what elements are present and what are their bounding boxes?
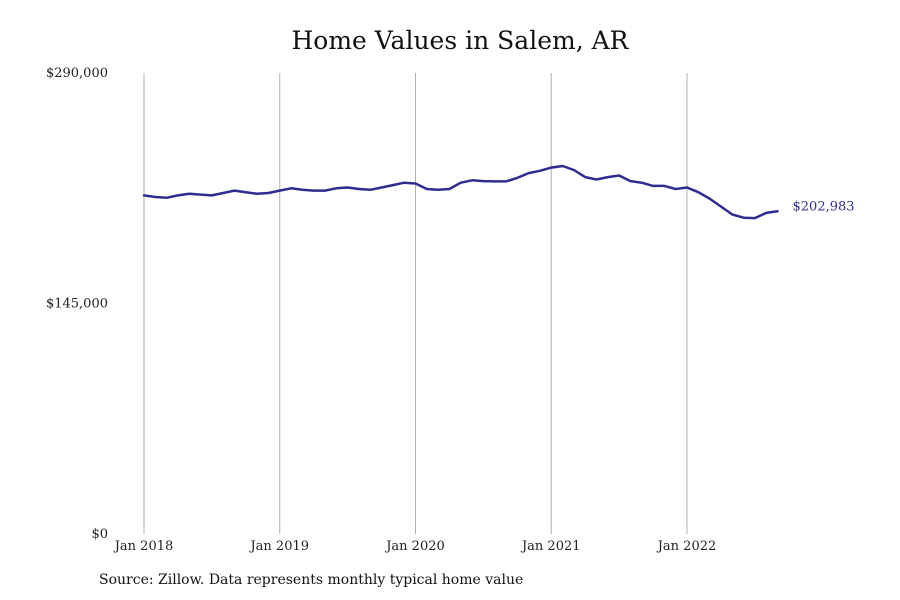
y-tick-label: $145,000: [46, 297, 108, 312]
last-value-label: $202,983: [793, 199, 855, 214]
x-tick-label: Jan 2021: [520, 539, 581, 554]
source-note: Source: Zillow. Data represents monthly …: [99, 572, 524, 588]
y-tick-label: $0: [91, 527, 108, 542]
x-axis-tick-labels: Jan 2018 Jan 2019 Jan 2020 Jan 2021 Jan 2022: [113, 539, 717, 554]
x-tick-label: Jan 2018: [113, 539, 174, 554]
x-tick-label: Jan 2022: [656, 539, 717, 554]
series-layer: [142, 164, 779, 220]
x-tick-label: Jan 2019: [248, 539, 309, 554]
y-tick-label: $290,000: [46, 66, 108, 81]
series-line: [142, 164, 779, 220]
grid-lines: [143, 73, 688, 534]
chart-title: Home Values in Salem, AR: [291, 26, 629, 55]
x-tick-label: Jan 2020: [384, 539, 445, 554]
y-axis-tick-labels: $290,000 $145,000 $0: [46, 66, 108, 542]
